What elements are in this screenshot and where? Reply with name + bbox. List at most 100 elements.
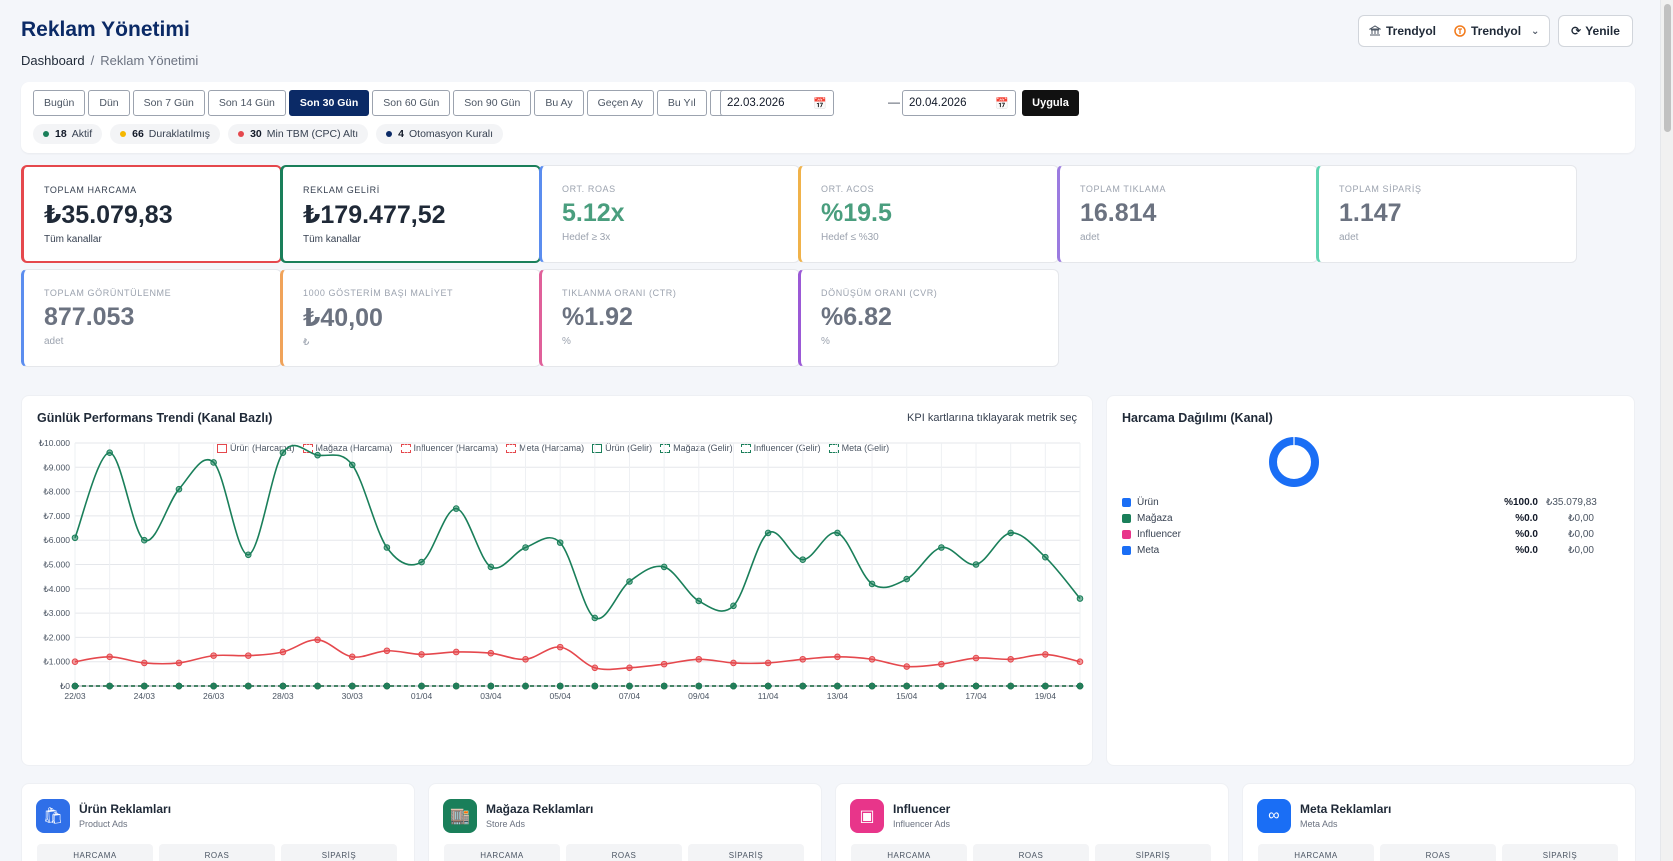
data-point[interactable] [591,614,599,622]
refresh-button[interactable]: ⟳ Yenile [1558,15,1633,47]
data-point[interactable] [695,655,703,663]
range-button[interactable]: Dün [88,90,130,116]
data-point[interactable] [383,682,391,690]
data-point[interactable] [556,539,564,546]
data-point[interactable] [938,682,945,690]
data-point[interactable] [868,580,876,588]
data-point[interactable] [106,449,113,457]
data-point[interactable] [244,652,252,659]
data-point[interactable] [175,485,183,493]
data-point[interactable] [972,561,980,568]
data-point[interactable] [418,682,425,690]
status-chip[interactable]: 4 Otomasyon Kuralı [376,124,504,144]
data-point[interactable] [938,660,945,668]
kpi-card-total-spend[interactable]: TOPLAM HARCAMA ₺35.079,83 Tüm kanallar [21,165,282,263]
data-point[interactable] [799,655,807,663]
channel-card[interactable]: 🛍 Ürün Reklamları Product Ads HARCAMA ROAS Sİ… [21,783,415,861]
channel-card[interactable]: ∞ Meta Reklamları Meta Ads HARCAMA ROAS SİPAR… [1242,783,1636,861]
data-point[interactable] [1007,529,1014,537]
status-chip[interactable]: 18 Aktif [33,124,103,144]
data-point[interactable] [487,649,495,657]
data-point[interactable] [141,682,148,690]
range-button[interactable]: Son 7 Gün [132,90,205,116]
range-button[interactable]: Geçen Ay [586,90,654,116]
data-point[interactable] [764,659,772,667]
data-point[interactable] [903,682,911,690]
data-point[interactable] [487,682,495,690]
kpi-card-ad-revenue[interactable]: REKLAM GELİRİ ₺179.477,52 Tüm kanallar [280,165,541,263]
data-point[interactable] [626,682,633,690]
date-to-input[interactable]: 20.04.2026 📅 [902,90,1016,116]
data-point[interactable] [279,682,287,690]
data-point[interactable] [799,682,807,690]
data-point[interactable] [141,659,148,667]
data-point[interactable] [660,563,668,571]
kpi-card-avg-roas[interactable]: ORT. ROAS 5.12x Hedef ≥ 3x [539,165,800,263]
data-point[interactable] [279,449,287,457]
data-point[interactable] [660,660,668,668]
data-point[interactable] [903,575,911,583]
data-point[interactable] [348,461,356,469]
kpi-card-ctr[interactable]: TIKLANMA ORANI (CTR) %1.92% [539,269,800,367]
data-point[interactable] [314,682,321,690]
range-button[interactable]: Son 60 Gün [372,90,451,116]
range-button[interactable]: Son 14 Gün [207,90,286,116]
calendar-icon[interactable]: 📅 [995,97,1009,110]
data-point[interactable] [210,682,217,690]
data-point[interactable] [695,597,703,605]
data-point[interactable] [452,505,460,512]
data-point[interactable] [383,647,391,655]
data-point[interactable] [972,654,980,662]
data-point[interactable] [418,651,425,658]
data-point[interactable] [938,544,945,551]
data-point[interactable] [1042,553,1049,561]
data-point[interactable] [487,563,495,571]
data-point[interactable] [244,682,252,690]
kpi-card-total-impressions[interactable]: TOPLAM GÖRÜNTÜLENME 877.053 adet [21,269,282,367]
data-point[interactable] [764,682,772,690]
data-point[interactable] [348,682,356,690]
page-scrollbar[interactable] [1660,0,1673,861]
data-point[interactable] [799,556,807,563]
data-point[interactable] [591,682,599,690]
channel-card[interactable]: 🏬 Mağaza Reklamları Store Ads HARCAMA ROAS Sİ… [428,783,822,861]
data-point[interactable] [972,682,980,690]
store-selector[interactable]: Trendyol Trendyol ⌄ [1358,15,1550,47]
range-button[interactable]: Bugün [33,90,86,116]
date-from-input[interactable]: 22.03.2026 📅 [720,90,834,116]
data-point[interactable] [730,682,737,690]
data-point[interactable] [175,682,183,690]
data-point[interactable] [1042,682,1049,690]
data-point[interactable] [730,659,737,667]
kpi-card-avg-acos[interactable]: ORT. ACOS %19.5 Hedef ≤ %30 [798,165,1059,263]
range-button[interactable]: Son 90 Gün [453,90,532,116]
apply-button[interactable]: Uygula [1022,90,1079,116]
data-point[interactable] [626,664,633,672]
data-point[interactable] [834,653,841,661]
legend-item[interactable]: Mağaza (Gelir) [660,443,733,453]
channel-card[interactable]: ▣ Influencer Influencer Ads HARCAMA ROAS SİPA… [835,783,1229,861]
status-chip[interactable]: 30 Min TBM (CPC) Altı [228,124,369,144]
data-point[interactable] [418,558,425,566]
data-point[interactable] [141,536,148,544]
data-point[interactable] [626,578,633,585]
data-point[interactable] [1007,682,1014,690]
kpi-card-total-orders[interactable]: TOPLAM SİPARİŞ 1.147 adet [1316,165,1577,263]
kpi-card-cpm[interactable]: 1000 GÖSTERİM BAŞI MALİYET ₺40,00 ₺ [280,269,541,367]
data-point[interactable] [1076,595,1084,602]
data-point[interactable] [71,658,79,666]
data-point[interactable] [452,682,460,690]
scrollbar-thumb[interactable] [1664,4,1671,132]
data-point[interactable] [106,653,113,661]
data-point[interactable] [522,682,529,690]
data-point[interactable] [71,682,79,690]
data-point[interactable] [383,544,391,551]
status-chip[interactable]: 66 Duraklatılmış [110,124,221,144]
data-point[interactable] [695,682,703,690]
data-point[interactable] [1042,651,1049,658]
data-point[interactable] [903,663,911,670]
data-point[interactable] [175,659,183,667]
data-point[interactable] [522,544,529,551]
data-point[interactable] [834,529,841,537]
legend-item[interactable]: Meta (Gelir) [828,443,889,453]
